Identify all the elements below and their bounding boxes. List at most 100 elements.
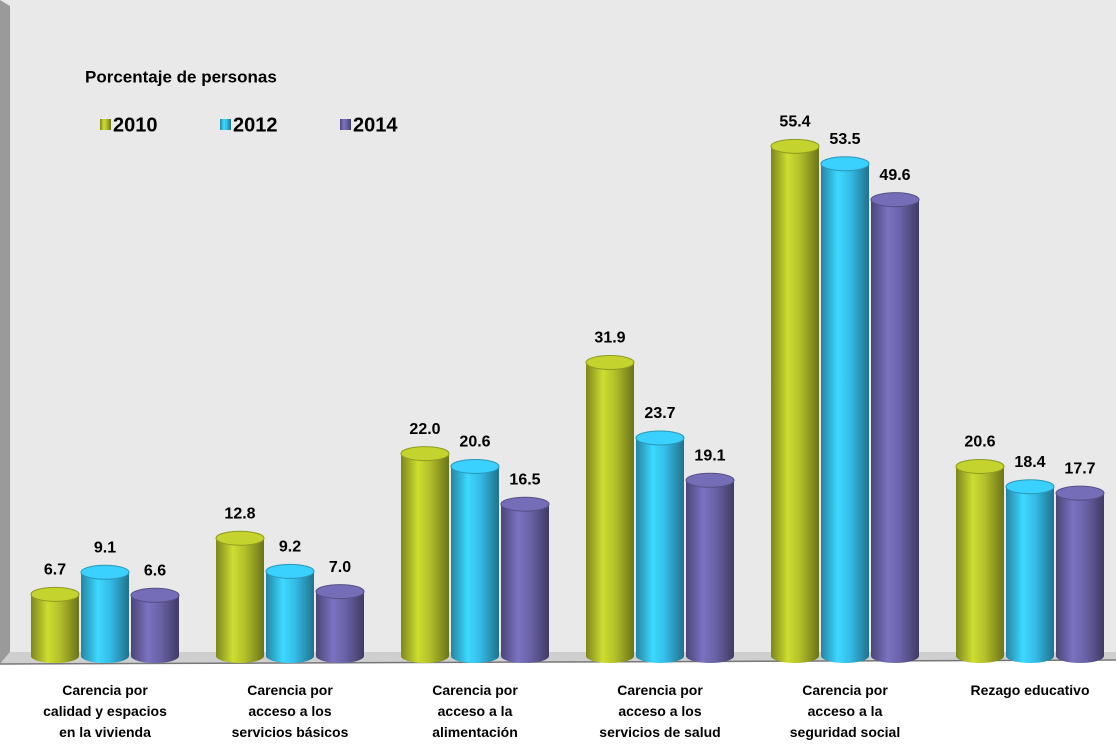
value-label: 18.4 xyxy=(1014,454,1045,471)
bar-cap xyxy=(1055,485,1105,501)
value-label: 55.4 xyxy=(779,114,810,131)
bar-body xyxy=(131,595,179,656)
value-label: 16.5 xyxy=(509,471,540,488)
value-label: 9.1 xyxy=(94,539,116,556)
bar-body xyxy=(1006,486,1054,656)
legend-swatch xyxy=(340,119,351,130)
legend-label: 2012 xyxy=(233,114,278,136)
value-label: 19.1 xyxy=(694,447,725,464)
bar-bottom xyxy=(31,649,79,663)
bar-bottom xyxy=(81,649,129,663)
bar-bottom xyxy=(131,649,179,663)
value-label: 49.6 xyxy=(879,167,910,184)
bar-body xyxy=(821,163,869,657)
bar-bottom xyxy=(686,649,734,663)
bar-bottom xyxy=(1006,649,1054,663)
bar xyxy=(955,458,1005,663)
bar-body xyxy=(1056,493,1104,656)
value-label: 23.7 xyxy=(644,405,675,422)
bar-cap xyxy=(635,430,685,446)
floor-line xyxy=(0,659,1116,665)
bar-body xyxy=(216,538,264,656)
bar xyxy=(585,355,635,663)
bar-cap xyxy=(215,530,265,546)
bar xyxy=(1055,485,1105,663)
bar-cap xyxy=(500,496,550,512)
bar xyxy=(80,564,130,663)
bar-bottom xyxy=(451,649,499,663)
bar-body xyxy=(871,199,919,656)
bar-cap xyxy=(400,446,450,462)
bar-cap xyxy=(80,564,130,580)
bar-body xyxy=(956,466,1004,656)
bar-cap xyxy=(770,138,820,154)
bar-bottom xyxy=(821,649,869,663)
bar-body xyxy=(586,362,634,656)
chart-title: Porcentaje de personas xyxy=(85,67,277,86)
bar-bottom xyxy=(956,649,1004,663)
bar-cap xyxy=(585,355,635,371)
bar xyxy=(500,496,550,663)
bar-cap xyxy=(955,458,1005,474)
value-label: 6.7 xyxy=(44,562,66,579)
bar-bottom xyxy=(586,649,634,663)
bar xyxy=(265,563,315,663)
x-tick-label: Carencia por calidad y espacios en la vi… xyxy=(43,682,167,740)
bar-cap xyxy=(130,587,180,603)
bar-bottom xyxy=(636,649,684,663)
x-tick-label: Rezago educativo xyxy=(970,682,1090,698)
bar xyxy=(635,430,685,663)
left-wall xyxy=(0,0,10,664)
bar-cap xyxy=(30,586,80,602)
value-label: 20.6 xyxy=(964,434,995,451)
bar-bottom xyxy=(771,649,819,663)
bar-bottom xyxy=(216,649,264,663)
bar xyxy=(685,472,735,663)
bar xyxy=(30,586,80,663)
bar-bottom xyxy=(1056,649,1104,663)
bar-cap xyxy=(1005,479,1055,495)
bar-cap xyxy=(820,156,870,172)
x-tick-label: Carencia por acceso a la seguridad socia… xyxy=(789,682,901,740)
value-label: 31.9 xyxy=(594,330,625,347)
bar xyxy=(130,587,180,663)
bar-body xyxy=(266,571,314,656)
bar-cap xyxy=(265,563,315,579)
x-tick-label: Carencia por acceso a los servicios bási… xyxy=(231,682,349,740)
value-label: 7.0 xyxy=(329,559,351,576)
bar xyxy=(215,530,265,663)
bar-body xyxy=(771,146,819,656)
value-label: 53.5 xyxy=(829,131,860,148)
bar-body xyxy=(501,504,549,656)
bar-bottom xyxy=(871,649,919,663)
bar-body xyxy=(451,466,499,656)
value-label: 20.6 xyxy=(459,434,490,451)
bar-body xyxy=(401,453,449,656)
bar xyxy=(870,192,920,663)
bar-cap xyxy=(685,472,735,488)
bar xyxy=(400,446,450,663)
bar-cap xyxy=(450,458,500,474)
value-label: 9.2 xyxy=(279,539,301,556)
bar-body xyxy=(31,594,79,656)
bar xyxy=(770,138,820,663)
value-label: 17.7 xyxy=(1064,460,1095,477)
bar-body xyxy=(636,437,684,656)
bar xyxy=(1005,479,1055,663)
bar xyxy=(820,156,870,663)
value-label: 22.0 xyxy=(409,421,440,438)
value-label: 6.6 xyxy=(144,562,166,579)
bar-bottom xyxy=(501,649,549,663)
bar-bottom xyxy=(316,649,364,663)
legend-swatch xyxy=(100,119,111,130)
legend-swatch xyxy=(220,119,231,130)
bar xyxy=(315,584,365,663)
x-tick-label: Carencia por acceso a los servicios de s… xyxy=(599,682,721,740)
legend-label: 2010 xyxy=(113,114,158,136)
value-label: 12.8 xyxy=(224,505,255,522)
bar-body xyxy=(316,591,364,656)
bar-cap xyxy=(315,584,365,600)
x-tick-label: Carencia por acceso a la alimentación xyxy=(432,682,518,740)
